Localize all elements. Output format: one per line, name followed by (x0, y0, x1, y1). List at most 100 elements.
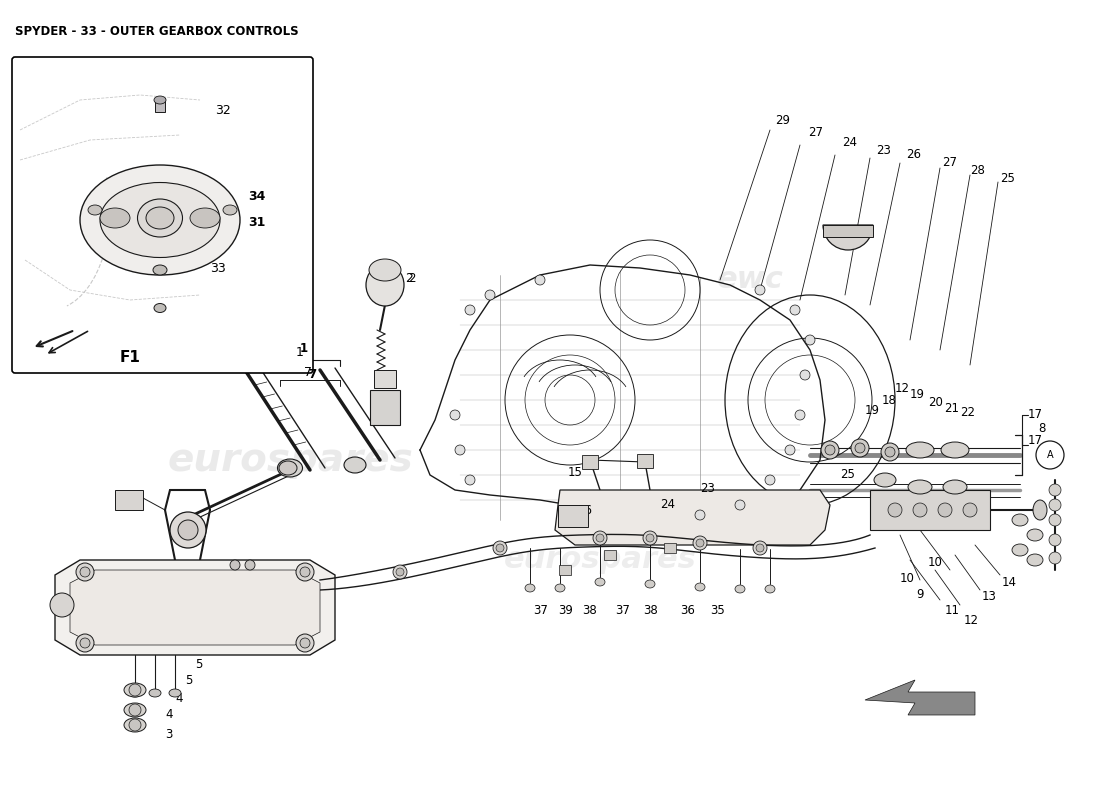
Bar (558, 505, 589, 527)
Circle shape (735, 500, 745, 510)
Circle shape (756, 544, 764, 552)
Text: 7: 7 (308, 369, 316, 382)
Text: 37: 37 (534, 603, 548, 617)
Circle shape (396, 568, 404, 576)
Ellipse shape (138, 199, 183, 237)
Circle shape (881, 443, 899, 461)
Circle shape (296, 634, 314, 652)
Circle shape (76, 634, 94, 652)
Text: 19: 19 (865, 403, 880, 417)
Circle shape (496, 544, 504, 552)
Text: A: A (1047, 450, 1054, 460)
Ellipse shape (735, 585, 745, 593)
Text: 25: 25 (1000, 171, 1015, 185)
Circle shape (886, 447, 895, 457)
Text: 12: 12 (895, 382, 910, 394)
Ellipse shape (525, 584, 535, 592)
Bar (374, 370, 396, 388)
Circle shape (485, 290, 495, 300)
Circle shape (393, 565, 407, 579)
Text: 13: 13 (982, 590, 997, 603)
Text: 1: 1 (296, 346, 304, 359)
Circle shape (696, 539, 704, 547)
Ellipse shape (124, 683, 146, 697)
Text: 10: 10 (928, 557, 943, 570)
Bar (870, 490, 990, 530)
Circle shape (695, 510, 705, 520)
Ellipse shape (1027, 529, 1043, 541)
Text: 29: 29 (776, 114, 790, 126)
Ellipse shape (344, 457, 366, 473)
Text: 2: 2 (405, 271, 412, 285)
Text: 27: 27 (942, 155, 957, 169)
Text: 35: 35 (710, 603, 725, 617)
Bar (559, 565, 571, 575)
Ellipse shape (129, 689, 141, 697)
Polygon shape (556, 490, 830, 545)
Ellipse shape (148, 689, 161, 697)
Circle shape (1049, 534, 1061, 546)
Text: 36: 36 (680, 603, 695, 617)
Text: 5: 5 (195, 658, 202, 671)
Ellipse shape (277, 459, 302, 477)
Text: 8: 8 (1038, 422, 1045, 434)
Ellipse shape (100, 182, 220, 258)
Circle shape (962, 503, 977, 517)
Text: 5: 5 (185, 674, 192, 686)
Ellipse shape (368, 259, 402, 281)
Circle shape (825, 445, 835, 455)
Wedge shape (823, 225, 873, 250)
Text: 27: 27 (808, 126, 823, 139)
Circle shape (129, 719, 141, 731)
FancyBboxPatch shape (12, 57, 314, 373)
Text: ewc: ewc (716, 266, 783, 294)
Circle shape (888, 503, 902, 517)
Text: 23: 23 (876, 143, 891, 157)
Text: 4: 4 (165, 709, 173, 722)
Circle shape (129, 684, 141, 696)
Text: 26: 26 (906, 149, 921, 162)
Circle shape (805, 335, 815, 345)
Ellipse shape (190, 208, 220, 228)
Text: 15: 15 (568, 466, 583, 479)
Bar (582, 455, 598, 469)
Circle shape (170, 512, 206, 548)
Text: 31: 31 (248, 217, 265, 230)
Ellipse shape (279, 461, 297, 475)
Circle shape (178, 520, 198, 540)
Circle shape (300, 638, 310, 648)
Bar (116, 490, 143, 510)
Text: 9: 9 (916, 589, 924, 602)
Ellipse shape (124, 703, 146, 717)
Circle shape (938, 503, 952, 517)
Text: 30: 30 (255, 566, 270, 579)
Text: 32: 32 (214, 103, 231, 117)
Circle shape (1049, 484, 1061, 496)
Text: 17: 17 (1028, 434, 1043, 446)
Text: 2: 2 (408, 271, 416, 285)
Text: 25: 25 (840, 469, 855, 482)
Ellipse shape (366, 264, 404, 306)
Ellipse shape (908, 480, 932, 494)
Circle shape (245, 560, 255, 570)
Ellipse shape (595, 578, 605, 586)
Text: F1: F1 (120, 350, 141, 366)
Circle shape (493, 541, 507, 555)
Ellipse shape (153, 265, 167, 275)
Ellipse shape (124, 718, 146, 732)
Circle shape (646, 534, 654, 542)
Circle shape (1049, 552, 1061, 564)
Bar (823, 225, 873, 237)
Circle shape (230, 560, 240, 570)
Text: 20: 20 (928, 395, 943, 409)
Text: 38: 38 (644, 603, 658, 617)
Ellipse shape (645, 580, 654, 588)
Bar (637, 454, 653, 468)
Circle shape (795, 410, 805, 420)
Text: 18: 18 (882, 394, 896, 406)
Circle shape (450, 410, 460, 420)
Text: 21: 21 (944, 402, 959, 414)
Circle shape (80, 638, 90, 648)
Text: 19: 19 (910, 389, 925, 402)
Text: 11: 11 (945, 603, 960, 617)
